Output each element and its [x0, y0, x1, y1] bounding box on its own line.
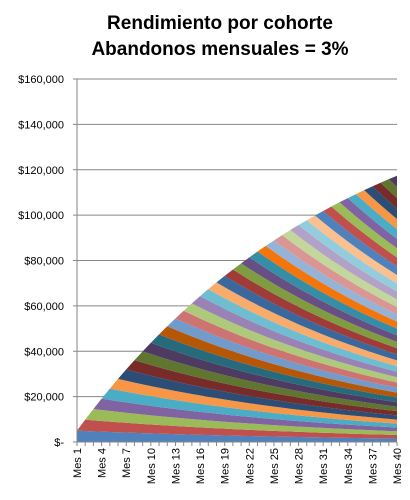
- x-tick-label: Mes 22: [244, 448, 256, 484]
- cohort-area-33: [77, 202, 397, 431]
- y-axis-tick-labels: $- $20,000 $40,000 $60,000 $80,000 $100,000 $1…: [18, 74, 64, 449]
- x-tick-label: Mes 19: [220, 448, 232, 484]
- x-tick-label: Mes 31: [318, 448, 330, 484]
- y-tick-label: $20,000: [24, 392, 64, 404]
- cohort-area-5: [77, 388, 397, 431]
- chart-title-line-2: Abandonos mensuales = 3%: [91, 39, 349, 60]
- y-tick-label: $100,000: [18, 210, 64, 222]
- y-tick-label: $120,000: [18, 165, 64, 177]
- cohort-areas: [77, 175, 397, 442]
- cohort-area-15: [77, 303, 397, 431]
- cohort-area-4: [77, 398, 397, 432]
- x-tick-label: Mes 4: [97, 448, 109, 478]
- cohort-area-3: [77, 408, 397, 435]
- x-tick-label: Mes 28: [294, 448, 306, 484]
- x-tick-label: Mes 34: [343, 448, 355, 484]
- cohort-area-22: [77, 257, 397, 431]
- y-tick-label: $-: [54, 437, 64, 449]
- cohort-area-13: [77, 318, 397, 431]
- cohort-area-1: [77, 430, 397, 442]
- x-tick-label: Mes 16: [195, 448, 207, 484]
- x-tick-label: Mes 10: [146, 448, 158, 484]
- axes: [73, 78, 398, 446]
- cohort-area-2: [77, 419, 397, 439]
- y-tick-label: $160,000: [18, 74, 64, 86]
- x-axis-tick-labels: Mes 1 Mes 4 Mes 7 Mes 10 Mes 13 Mes 16 Mes 19 M…: [72, 448, 404, 484]
- cohort-area-7: [77, 369, 397, 431]
- y-tick-label: $40,000: [24, 346, 64, 358]
- cohort-area-23: [77, 251, 397, 431]
- cohort-area-16: [77, 296, 397, 431]
- y-tick-label: $60,000: [24, 301, 64, 313]
- x-tick-label: Mes 25: [269, 448, 281, 484]
- x-tick-label: Mes 13: [170, 448, 182, 484]
- x-tick-label: Mes 37: [367, 448, 379, 484]
- x-tick-label: Mes 40: [392, 448, 404, 484]
- cohort-area-14: [77, 310, 397, 431]
- cohort-area-34: [77, 198, 397, 431]
- x-tick-label: Mes 1: [72, 448, 84, 478]
- y-tick-label: $80,000: [24, 256, 64, 268]
- y-tick-label: $140,000: [18, 119, 64, 131]
- chart-title-line-1: Rendimiento por cohorte: [107, 13, 333, 34]
- cohort-area-6: [77, 378, 397, 431]
- x-tick-label: Mes 7: [121, 448, 133, 478]
